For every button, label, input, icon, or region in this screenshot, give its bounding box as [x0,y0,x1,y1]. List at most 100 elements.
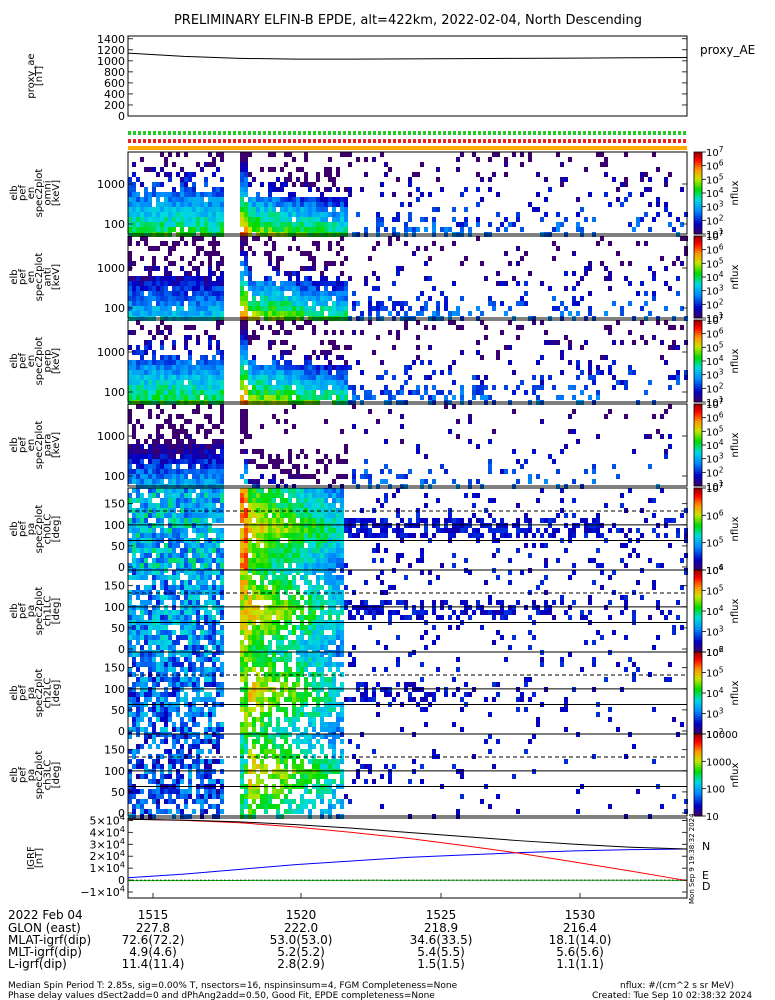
pa-cell [264,528,268,533]
pa-cell [196,585,200,590]
spec-cell [180,311,184,316]
spec-cell [168,202,172,207]
spec-cell [308,355,312,360]
spec-cell [164,222,168,227]
spec-cell [308,395,312,400]
pa-cell [308,645,312,650]
spec-cell [252,335,256,340]
colorbar-segment [694,488,702,491]
pa-cell [316,498,320,503]
spec-cell [312,182,316,187]
spec-cell [136,454,140,459]
ytick-label: 1000 [97,55,125,68]
spec-cell [216,380,220,385]
spec-cell [664,281,668,286]
spec-cell [152,286,156,291]
pa-cell [292,595,296,600]
pa-cell [332,518,336,523]
pa-cell [268,498,272,503]
pa-cell [452,553,456,558]
spec-cell [160,365,164,370]
spec-cell [204,296,208,301]
spec-cell [152,246,156,251]
pa-cell [344,518,348,523]
spec-cell [660,256,664,261]
spec-cell [268,276,272,281]
spec-cell [276,390,280,395]
spec-cell [176,365,180,370]
spec-cell [272,167,276,172]
spec-cell [496,212,500,217]
spec-cell [168,217,172,222]
spec-cell [436,207,440,212]
spec-cell [252,251,256,256]
pa-cell [264,595,268,600]
spec-cell [176,291,180,296]
spec-cell [432,385,436,390]
spec-cell [204,479,208,484]
spec-cell [212,172,216,177]
pa-cell [504,523,508,528]
spec-cell [324,167,328,172]
spec-cell [168,375,172,380]
spec-cell [500,301,504,306]
spec-cell [324,385,328,390]
pa-cell [620,503,624,508]
spec-cell [500,330,504,335]
ytick-label: 50 [111,540,125,553]
spec-cell [264,311,268,316]
spec-cell [592,469,596,474]
pa-cell [380,503,384,508]
colorbar-segment [694,467,702,471]
colorbar-segment [694,438,702,442]
pa-cell [248,575,252,580]
spec-cell [256,192,260,197]
ylabel-line: proxy_ae [26,53,37,98]
pa-cell [216,590,220,595]
spec-cell [204,222,208,227]
spec-cell [264,251,268,256]
spec-cell [264,207,268,212]
pa-cell [508,558,512,563]
spec-cell [168,479,172,484]
pa-cell [508,533,512,538]
spec-cell [292,222,296,227]
spec-cell [216,192,220,197]
spec-cell [208,217,212,222]
spec-cell [152,464,156,469]
spec-cell [264,291,268,296]
spec-cell [204,192,208,197]
pa-cell [284,498,288,503]
spec-cell [284,207,288,212]
spec-cell [208,271,212,276]
pa-cell [168,645,172,650]
spec-cell [608,325,612,330]
pa-cell [324,493,328,498]
pa-cell [276,645,280,650]
spec-cell [316,296,320,301]
pa-cell [332,575,336,580]
spec-cell [288,469,292,474]
spec-cell [160,459,164,464]
pa-cell [144,558,148,563]
pa-cell [304,563,308,568]
spec-cell [428,296,432,301]
spec-cell [276,291,280,296]
colorbar-segment [694,469,702,473]
spec-cell [160,345,164,350]
pa-cell [144,605,148,610]
spec-cell [452,320,456,325]
spec-cell [588,266,592,271]
pa-cell [264,575,268,580]
spec-cell [220,276,224,281]
pa-cell [180,563,184,568]
pa-cell [208,488,212,493]
colorbar-segment [694,565,702,569]
spec-cell [156,311,160,316]
spec-cell [180,296,184,301]
pa-cell [212,615,216,620]
pa-cell [164,625,168,630]
spec-cell [316,375,320,380]
colorbar-segment [694,330,702,333]
pa-cell [472,528,476,533]
